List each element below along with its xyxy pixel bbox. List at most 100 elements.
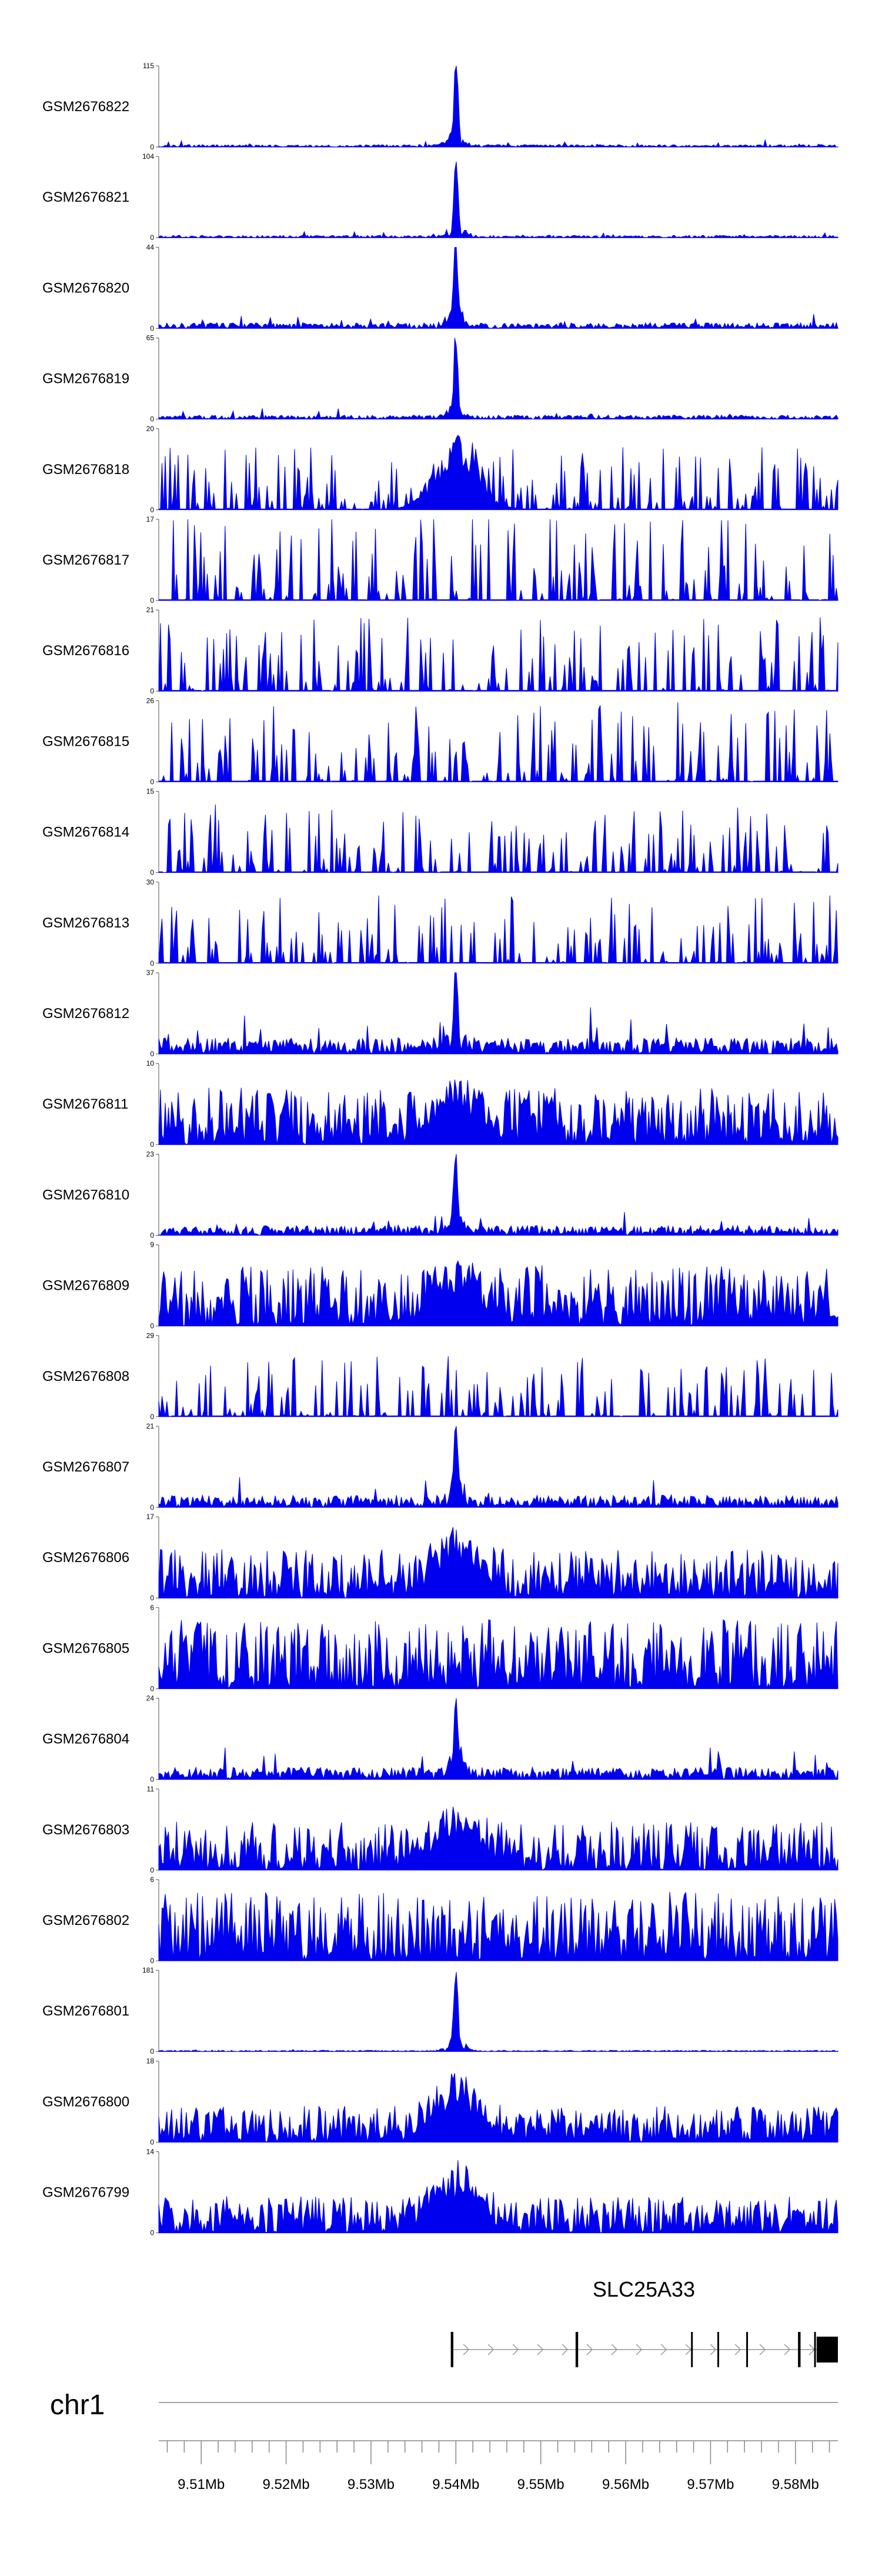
coverage-area [158, 65, 838, 148]
track-GSM2676802: GSM2676802 6 0 [42, 1876, 838, 1965]
coverage-area [158, 1698, 838, 1781]
coverage-area [158, 1426, 838, 1509]
track-GSM2676814: GSM2676814 15 0 [42, 788, 838, 877]
track-GSM2676818: GSM2676818 20 0 [42, 425, 838, 514]
track-GSM2676812: GSM2676812 37 0 [42, 969, 838, 1058]
y-min-label: 0 [150, 1866, 154, 1874]
coverage-area [158, 161, 838, 239]
track-label: GSM2676806 [42, 1550, 129, 1566]
axis-tick-label: 9.56Mb [602, 2477, 649, 2492]
track-label: GSM2676801 [42, 2003, 129, 2019]
gene-exon [575, 2332, 579, 2367]
track-GSM2676804: GSM2676804 24 0 [42, 1694, 838, 1784]
y-max-label: 104 [142, 152, 154, 161]
gene-exon [450, 2332, 453, 2367]
y-min-label: 0 [150, 1957, 154, 1965]
track-GSM2676820: GSM2676820 44 0 [42, 243, 838, 332]
strand-arrow [759, 2344, 766, 2355]
track-GSM2676816: GSM2676816 21 0 [42, 606, 838, 695]
y-max-label: 29 [146, 1332, 155, 1340]
y-min-label: 0 [150, 869, 154, 877]
track-label: GSM2676814 [42, 825, 129, 840]
coverage-area [158, 1806, 838, 1871]
strand-arrow [487, 2344, 495, 2355]
track-GSM2676821: GSM2676821 104 0 [42, 152, 838, 242]
strand-arrow [685, 2344, 692, 2355]
track-label: GSM2676815 [42, 733, 129, 749]
y-min-label: 0 [150, 1050, 154, 1058]
track-label: GSM2676812 [42, 1006, 129, 1022]
genome-axis: chr1 9.51Mb 9.52Mb 9.53Mb 9.54Mb 9.55Mb 9.56M… [50, 2390, 838, 2492]
strand-arrow [537, 2344, 544, 2355]
y-max-label: 10 [146, 1059, 155, 1067]
y-max-label: 15 [146, 788, 155, 796]
axis-tick-label: 9.57Mb [687, 2477, 734, 2492]
axis-tick-label: 9.55Mb [517, 2477, 564, 2492]
track-label: GSM2676802 [42, 1913, 129, 1928]
y-min-label: 0 [150, 1594, 154, 1602]
y-max-label: 18 [146, 2057, 155, 2065]
track-GSM2676803: GSM2676803 11 0 [42, 1785, 838, 1874]
track-label: GSM2676820 [42, 280, 129, 296]
y-max-label: 20 [146, 425, 155, 433]
coverage-area [158, 1972, 838, 2052]
y-min-label: 0 [150, 596, 154, 605]
coverage-area [158, 246, 838, 329]
y-max-label: 6 [150, 1603, 154, 1611]
coverage-area [158, 1356, 838, 1417]
y-min-label: 0 [150, 959, 154, 967]
gene-exon [814, 2332, 816, 2367]
y-max-label: 181 [142, 1966, 154, 1974]
track-label: GSM2676816 [42, 643, 129, 659]
y-max-label: 21 [146, 1422, 155, 1430]
y-max-label: 23 [146, 1150, 155, 1158]
track-GSM2676813: GSM2676813 30 0 [42, 878, 838, 967]
gene-exon [691, 2332, 693, 2367]
track-label: GSM2676799 [42, 2185, 129, 2201]
y-min-label: 0 [150, 1776, 154, 1784]
axis-tick-label: 9.54Mb [432, 2477, 479, 2492]
coverage-area [158, 702, 838, 783]
y-max-label: 21 [146, 606, 155, 614]
track-label: GSM2676810 [42, 1187, 129, 1203]
coverage-area [158, 2073, 838, 2143]
track-GSM2676819: GSM2676819 65 0 [42, 334, 838, 423]
coverage-area [158, 1260, 838, 1327]
track-GSM2676800: GSM2676800 18 0 [42, 2057, 838, 2146]
track-label: GSM2676817 [42, 552, 129, 568]
y-min-label: 0 [150, 1322, 154, 1330]
coverage-area [158, 972, 838, 1055]
strand-arrow [512, 2344, 519, 2355]
track-label: GSM2676818 [42, 462, 129, 478]
track-GSM2676808: GSM2676808 29 0 [42, 1332, 838, 1421]
track-GSM2676811: GSM2676811 10 0 [42, 1059, 838, 1149]
track-label: GSM2676800 [42, 2094, 129, 2110]
coverage-area [158, 435, 838, 510]
y-min-label: 0 [150, 2047, 154, 2056]
track-label: GSM2676803 [42, 1822, 129, 1838]
axis-tick-label: 9.53Mb [348, 2477, 395, 2492]
track-label: GSM2676819 [42, 371, 129, 387]
strand-arrow [562, 2344, 569, 2355]
strand-arrow [734, 2344, 741, 2355]
coverage-area [158, 1619, 838, 1690]
y-max-label: 26 [146, 696, 155, 705]
gene-exon [717, 2332, 719, 2367]
coverage-area [158, 338, 838, 421]
coverage-area [158, 1891, 838, 1961]
y-min-label: 0 [150, 1231, 154, 1239]
y-min-label: 0 [150, 778, 154, 786]
track-GSM2676799: GSM2676799 14 0 [42, 2148, 838, 2237]
y-max-label: 14 [146, 2148, 155, 2156]
track-label: GSM2676809 [42, 1278, 129, 1294]
strand-arrow [586, 2344, 593, 2355]
chromosome-label: chr1 [50, 2390, 105, 2421]
track-GSM2676810: GSM2676810 23 0 [42, 1150, 838, 1239]
coverage-area [158, 895, 838, 964]
gene-exon [816, 2337, 838, 2363]
y-max-label: 17 [146, 515, 155, 523]
y-min-label: 0 [150, 1413, 154, 1421]
y-max-label: 11 [147, 1785, 155, 1793]
y-min-label: 0 [150, 687, 154, 695]
